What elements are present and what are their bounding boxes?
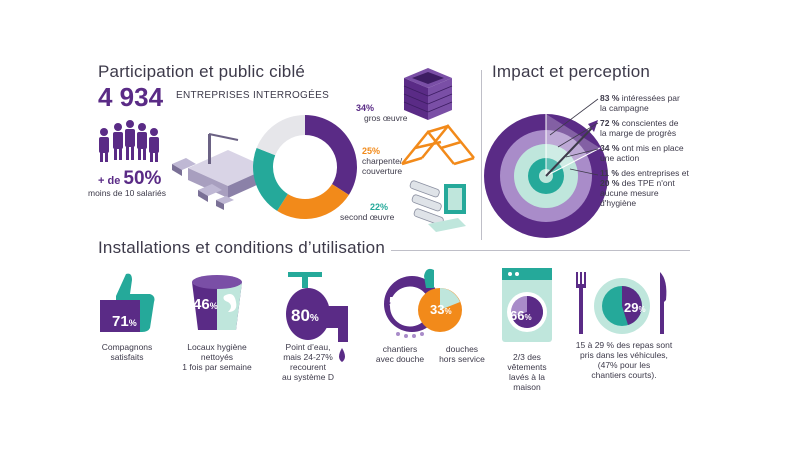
impact-line-3b: une action <box>600 153 640 163</box>
locaux-label-3: 1 fois par semaine <box>182 362 252 372</box>
donut-segment-other <box>256 115 305 156</box>
participation-title: Participation et public ciblé <box>98 62 306 81</box>
eau-value: 80 <box>291 306 310 325</box>
locaux-unit: % <box>209 301 218 311</box>
eau-label-4: au système D <box>282 372 334 382</box>
douche-label-1b: avec douche <box>375 354 425 364</box>
segment-label-second-oeuvre: second œuvre <box>340 212 395 222</box>
douche-label-2a: douches <box>445 344 479 354</box>
impact-leader-lines <box>549 98 599 176</box>
thumb-unit: % <box>128 318 137 328</box>
brick-box-icon <box>403 68 453 120</box>
eau-unit: % <box>309 313 319 324</box>
douche-unit-2: % <box>444 307 452 316</box>
impact-line-1b: la campagne <box>600 103 649 113</box>
thumb-value: 71 <box>112 313 129 330</box>
shower-head-icon <box>384 268 462 338</box>
impact-line-2b: la marge de progrès <box>600 128 677 138</box>
impact-line-1a: intéressées par <box>619 93 680 103</box>
plate-cutlery-icon <box>576 272 667 334</box>
vetements-label-2: vêtements <box>507 362 547 372</box>
segment-label-gros-oeuvre: gros œuvre <box>364 113 408 123</box>
vetements-label-4: maison <box>513 382 541 392</box>
douche-value-2: 33 <box>430 302 445 317</box>
impact-title: Impact et perception <box>492 62 651 81</box>
locaux-value: 46 <box>193 296 210 313</box>
paint-rollers-icon <box>409 180 466 232</box>
impact-value-4: 11 % <box>600 168 619 178</box>
thumb-label-1: Compagnons <box>101 342 153 352</box>
people-group-icon <box>99 120 159 162</box>
vetements-unit: % <box>524 313 532 322</box>
sector-donut-chart <box>253 115 357 219</box>
douche-label-2b: hors service <box>439 354 485 364</box>
impact-line-4b: des TPE n'ont <box>619 178 675 188</box>
vetements-value: 66 <box>510 308 525 323</box>
impact-value-1: 83 % <box>600 93 620 103</box>
enterprise-count-label: ENTREPRISES INTERROGÉES <box>176 90 330 101</box>
impact-line-4d: d'hygiène <box>600 198 637 208</box>
small-firms-label: moins de 10 salariés <box>88 188 166 198</box>
small-firms-value: 50% <box>123 168 162 189</box>
repas-value: 29 <box>624 300 639 315</box>
donut-segment <box>305 115 357 195</box>
cleaning-bucket-icon <box>192 275 242 330</box>
vetements-label-3: lavés à la <box>509 372 545 382</box>
repas-label-3: (47% pour les <box>597 360 651 370</box>
impact-line-3a: ont mis en place <box>619 143 684 153</box>
donut-segment <box>253 147 288 211</box>
enterprise-count: 4 934 <box>98 82 164 112</box>
impact-line-2a: conscientes de <box>619 118 679 128</box>
washing-machine-icon <box>502 268 552 342</box>
segment-label-charpente-2: couverture <box>362 166 403 176</box>
douche-label-1a: chantiers <box>382 344 418 354</box>
impact-line-4a: des entreprises et <box>618 168 689 178</box>
impact-value-4b: 20 % <box>600 178 620 188</box>
repas-unit: % <box>638 305 646 314</box>
vetements-label-1: 2/3 des <box>513 352 541 362</box>
donut-segment <box>277 184 349 219</box>
thumbs-up-icon <box>100 273 155 332</box>
segment-value-charpente: 25% <box>362 146 381 156</box>
repas-label-2: pris dans les véhicules, <box>580 350 668 360</box>
locaux-label-2: nettoyés <box>200 352 234 362</box>
installations-title: Installations et conditions d’utilisatio… <box>98 238 391 258</box>
small-firms-prefix: + de <box>98 175 121 187</box>
segment-value-gros-oeuvre: 34% <box>356 103 375 113</box>
locaux-label-1: Locaux hygiène <box>187 342 247 352</box>
faucet-icon <box>286 272 348 362</box>
impact-value-3: 34 % <box>600 143 620 153</box>
douche-value-1: 56 <box>389 294 406 311</box>
target-chart <box>484 114 608 238</box>
segment-value-second-oeuvre: 22% <box>370 202 389 212</box>
repas-label-4: chantiers courts). <box>591 370 657 380</box>
douche-unit-1: % <box>405 299 414 309</box>
eau-label-3: recourent <box>290 362 326 372</box>
segment-label-charpente-1: charpente/ <box>362 156 403 166</box>
repas-label-1: 15 à 29 % des repas sont <box>575 340 673 350</box>
impact-line-4c: aucune mesure <box>600 188 659 198</box>
thumb-label-2: satisfaits <box>110 352 144 362</box>
eau-label-1: Point d’eau, <box>285 342 331 352</box>
roof-frame-icon <box>401 124 475 166</box>
eau-label-2: mais 24-27% <box>283 352 333 362</box>
impact-value-2: 72 % <box>600 118 620 128</box>
